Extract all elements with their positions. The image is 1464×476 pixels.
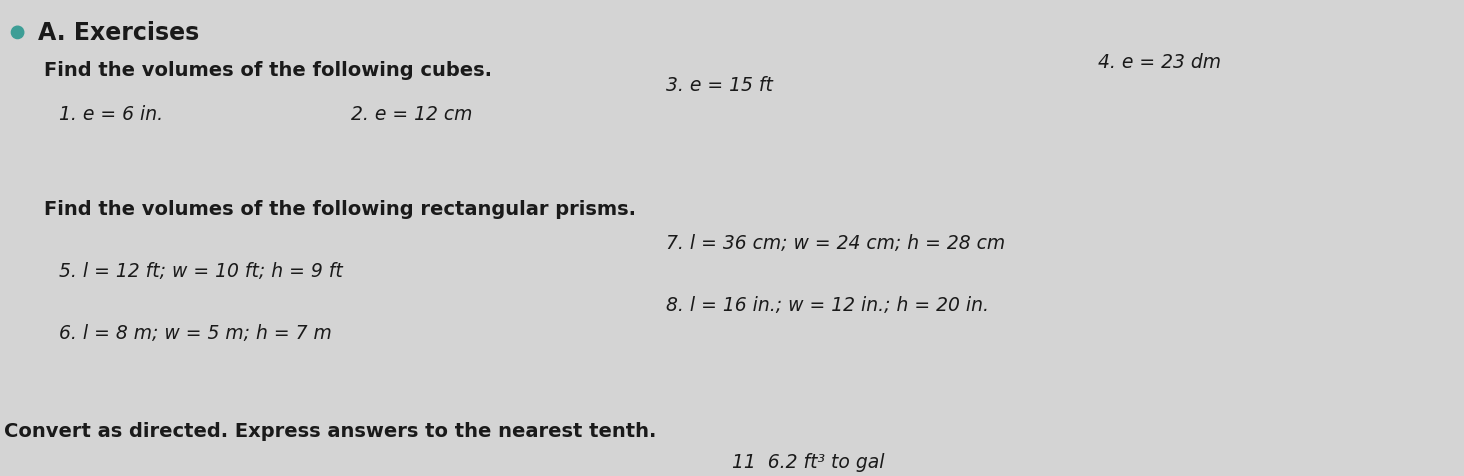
- Text: Find the volumes of the following cubes.: Find the volumes of the following cubes.: [44, 60, 492, 79]
- Text: Find the volumes of the following rectangular prisms.: Find the volumes of the following rectan…: [44, 200, 635, 219]
- Text: 1. e = 6 in.: 1. e = 6 in.: [59, 105, 163, 124]
- Text: 5. l = 12 ft; w = 10 ft; h = 9 ft: 5. l = 12 ft; w = 10 ft; h = 9 ft: [59, 262, 343, 281]
- Text: 3. e = 15 ft: 3. e = 15 ft: [666, 76, 773, 95]
- Text: A. Exercises: A. Exercises: [38, 21, 199, 45]
- Text: 8. l = 16 in.; w = 12 in.; h = 20 in.: 8. l = 16 in.; w = 12 in.; h = 20 in.: [666, 295, 990, 314]
- Text: 11  6.2 ft³ to gal: 11 6.2 ft³ to gal: [732, 452, 884, 471]
- Text: Convert as directed. Express answers to the nearest tenth.: Convert as directed. Express answers to …: [4, 421, 657, 440]
- Text: 6. l = 8 m; w = 5 m; h = 7 m: 6. l = 8 m; w = 5 m; h = 7 m: [59, 324, 331, 343]
- Ellipse shape: [12, 27, 23, 40]
- Text: 4. e = 23 dm: 4. e = 23 dm: [1098, 52, 1221, 71]
- Text: 7. l = 36 cm; w = 24 cm; h = 28 cm: 7. l = 36 cm; w = 24 cm; h = 28 cm: [666, 233, 1006, 252]
- Text: 2. e = 12 cm: 2. e = 12 cm: [351, 105, 473, 124]
